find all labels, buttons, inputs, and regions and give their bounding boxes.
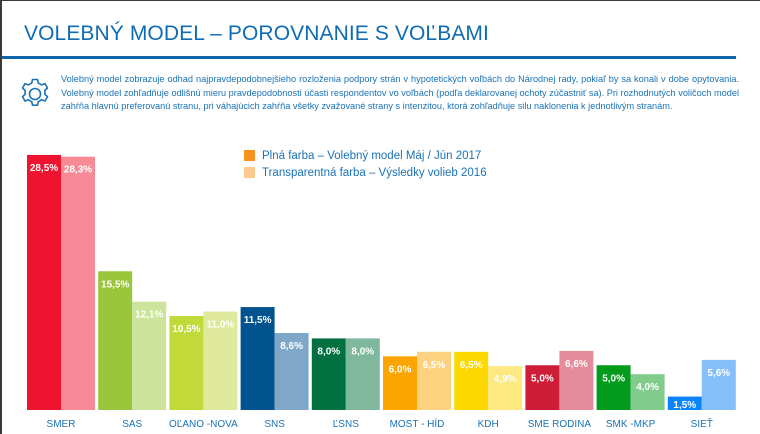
bar-value-label-model-5: 6,0% bbox=[389, 364, 412, 375]
bar-value-label-results-4: 8,0% bbox=[351, 346, 374, 357]
bar-value-label-model-0: 28,5% bbox=[30, 163, 58, 174]
bar-value-label-model-2: 10,5% bbox=[172, 324, 200, 335]
bar-value-label-model-8: 5,0% bbox=[602, 373, 625, 384]
bar-results-7 bbox=[559, 350, 594, 410]
title-divider bbox=[2, 56, 736, 59]
bar-results-3 bbox=[274, 333, 309, 410]
page-title: VOLEBNÝ MODEL – POROVNANIE S VOĽBAMI bbox=[24, 22, 489, 45]
legend-item-model: Plná farba – Volebný model Máj / Jún 201… bbox=[244, 147, 487, 164]
bar-value-label-model-6: 6,5% bbox=[460, 360, 483, 371]
bar-results-5 bbox=[417, 351, 451, 410]
bar-model-4 bbox=[311, 338, 346, 410]
bar-model-9 bbox=[667, 396, 702, 410]
bar-results-9 bbox=[701, 359, 736, 410]
bar-results-2 bbox=[203, 311, 238, 410]
category-label-1: SAS bbox=[122, 419, 142, 430]
category-label-9: SIEŤ bbox=[691, 417, 713, 430]
bar-results-6 bbox=[488, 366, 523, 410]
category-label-2: OĽANO -NOVA bbox=[169, 419, 238, 430]
bar-model-1 bbox=[98, 271, 133, 410]
bar-value-label-results-8: 4,0% bbox=[636, 382, 659, 393]
bar-value-label-results-7: 6,6% bbox=[565, 359, 588, 370]
category-label-4: ĽSNS bbox=[333, 419, 359, 430]
bar-model-5 bbox=[383, 356, 417, 410]
legend-label-model: Plná farba – Volebný model Máj / Jún 201… bbox=[262, 149, 482, 162]
bar-model-2 bbox=[169, 316, 204, 410]
category-label-0: SMER bbox=[47, 419, 76, 430]
window-frame-top bbox=[0, 0, 760, 1]
bar-value-label-results-5: 6,5% bbox=[423, 360, 446, 371]
bar-value-label-results-6: 4,9% bbox=[494, 374, 517, 385]
legend-item-results: Transparentná farba – Výsledky volieb 20… bbox=[244, 164, 487, 181]
bar-value-label-model-3: 11,5% bbox=[244, 315, 272, 326]
bar-value-label-results-9: 5,6% bbox=[707, 368, 730, 379]
category-label-6: KDH bbox=[478, 419, 499, 430]
bar-model-8 bbox=[596, 365, 631, 410]
bar-value-label-model-7: 5,0% bbox=[531, 373, 554, 384]
bar-model-0 bbox=[27, 154, 61, 410]
bar-value-label-results-1: 12,1% bbox=[135, 310, 163, 321]
bar-value-label-results-0: 28,3% bbox=[64, 165, 92, 176]
chart-legend: Plná farba – Volebný model Máj / Jún 201… bbox=[244, 147, 487, 181]
category-label-3: SNS bbox=[264, 419, 285, 430]
gear-icon bbox=[21, 78, 49, 106]
bar-value-label-results-2: 11,0% bbox=[206, 320, 234, 331]
bar-value-label-model-9: 1,5% bbox=[673, 400, 696, 411]
bar-model-7 bbox=[525, 365, 560, 410]
bar-model-6 bbox=[454, 351, 489, 410]
bar-results-8 bbox=[630, 374, 665, 410]
legend-label-results: Transparentná farba – Výsledky volieb 20… bbox=[262, 166, 487, 179]
window-frame-left bbox=[0, 0, 2, 434]
description-text: Volebný model zobrazuje odhad najpravdep… bbox=[61, 74, 739, 112]
category-label-7: SME RODINA bbox=[528, 419, 592, 430]
bar-value-label-model-4: 8,0% bbox=[317, 346, 340, 357]
bar-model-3 bbox=[240, 307, 275, 410]
legend-swatch-model bbox=[244, 150, 255, 161]
bar-value-label-results-3: 8,6% bbox=[280, 341, 303, 352]
legend-swatch-results bbox=[244, 167, 255, 178]
bar-results-0 bbox=[61, 156, 95, 410]
bar-results-1 bbox=[132, 301, 167, 410]
bar-results-4 bbox=[345, 338, 380, 410]
bar-value-label-model-1: 15,5% bbox=[101, 279, 129, 290]
category-label-5: MOST - HÍD bbox=[390, 417, 445, 430]
category-label-8: SMK -MKP bbox=[606, 419, 656, 430]
